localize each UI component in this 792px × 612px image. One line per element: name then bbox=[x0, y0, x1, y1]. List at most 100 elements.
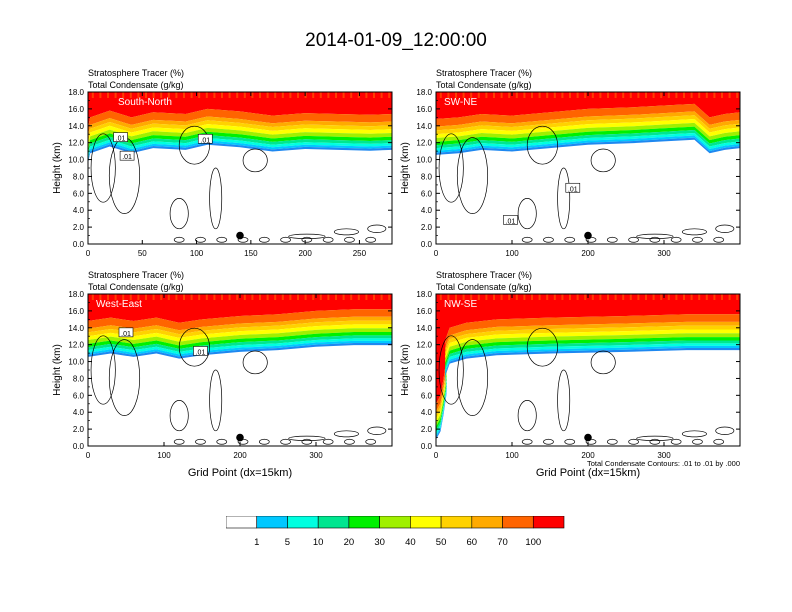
contour-label: .01 bbox=[200, 137, 210, 144]
tracer-band bbox=[436, 340, 740, 433]
contour-line bbox=[649, 438, 661, 445]
contour-line bbox=[209, 369, 223, 432]
tracer-streak bbox=[221, 294, 223, 300]
location-marker bbox=[584, 231, 592, 240]
tracer-streak bbox=[447, 92, 450, 98]
tracer-streak bbox=[591, 92, 594, 98]
y-tick-label: 0.0 bbox=[73, 240, 85, 249]
tracer-streak bbox=[561, 92, 564, 98]
tracer-streak bbox=[183, 92, 185, 98]
tracer-streak bbox=[515, 294, 518, 300]
colorbar-swatch bbox=[348, 516, 380, 529]
contour-line bbox=[333, 430, 359, 438]
tracer-fill-100 bbox=[436, 92, 740, 120]
tracer-streak bbox=[614, 92, 617, 98]
tracer-streak bbox=[569, 92, 571, 98]
tracer-streak bbox=[690, 92, 693, 98]
tracer-streak bbox=[561, 294, 564, 300]
panel-header-line: Total Condensate (g/kg) bbox=[88, 282, 184, 292]
tracer-streak bbox=[274, 92, 277, 98]
tracer-streak bbox=[160, 294, 163, 300]
tracer-band bbox=[436, 343, 740, 436]
tracer-streak bbox=[531, 294, 533, 300]
tracer-streak bbox=[175, 92, 178, 98]
tracer-streak bbox=[728, 294, 731, 300]
colorbar-label: 5 bbox=[285, 537, 290, 548]
tracer-streak bbox=[129, 92, 132, 98]
tracer-streak bbox=[508, 92, 511, 98]
y-tick-label: 10.0 bbox=[68, 358, 84, 367]
colorbar-swatch bbox=[440, 516, 473, 529]
contour-line bbox=[590, 148, 616, 173]
x-tick-label: 100 bbox=[190, 249, 204, 258]
tracer-streak bbox=[607, 294, 609, 300]
tracer-streak bbox=[462, 92, 465, 98]
y-tick-label: 8.0 bbox=[421, 172, 433, 181]
contour-label: .01 bbox=[121, 331, 131, 338]
y-tick-label: 12.0 bbox=[416, 341, 432, 350]
y-tick-label: 14.0 bbox=[68, 324, 84, 333]
tracer-streak bbox=[683, 92, 685, 98]
tracer-streak bbox=[342, 294, 345, 300]
tracer-band bbox=[88, 131, 392, 154]
tracer-band bbox=[436, 325, 740, 419]
contour-line bbox=[713, 438, 725, 445]
tracer-streak bbox=[736, 294, 739, 300]
contour-label-box bbox=[503, 215, 518, 225]
contour-label-box bbox=[118, 327, 134, 338]
tracer-band bbox=[436, 329, 740, 423]
x-tick-label: 0 bbox=[86, 451, 91, 460]
tracer-streak bbox=[145, 92, 147, 98]
contour-line bbox=[365, 236, 377, 243]
location-marker bbox=[236, 433, 244, 442]
tracer-streak bbox=[236, 294, 239, 300]
y-tick-label: 18.0 bbox=[416, 290, 432, 299]
tracer-streak bbox=[259, 294, 261, 300]
condensate-contours bbox=[90, 125, 387, 243]
contour-line bbox=[606, 438, 618, 445]
tracer-band bbox=[88, 120, 392, 143]
tracer-streak bbox=[637, 294, 640, 300]
tracer-streak bbox=[198, 294, 201, 300]
contour-line bbox=[438, 335, 464, 405]
tracer-band bbox=[436, 126, 740, 146]
colorbar-swatch bbox=[256, 516, 288, 529]
y-tick-label: 18.0 bbox=[68, 88, 84, 97]
tracer-streak bbox=[675, 294, 678, 300]
tracer-streak bbox=[160, 92, 163, 98]
contour-line bbox=[344, 438, 355, 445]
x-tick-label: 100 bbox=[157, 451, 171, 460]
tracer-streak bbox=[205, 92, 208, 98]
tracer-streak bbox=[167, 294, 170, 300]
tracer-streak bbox=[190, 92, 193, 98]
colorbar-label: 10 bbox=[313, 537, 324, 548]
tracer-streak bbox=[129, 294, 132, 300]
tracer-streak bbox=[122, 92, 125, 98]
tracer-streak bbox=[274, 294, 277, 300]
tracer-streak bbox=[470, 92, 473, 98]
condensate-contours bbox=[438, 125, 735, 243]
tracer-streak bbox=[152, 92, 155, 98]
colorbar-swatch bbox=[471, 516, 503, 529]
contour-line bbox=[590, 350, 616, 375]
tracer-fill-100 bbox=[88, 92, 392, 128]
tracer-streak bbox=[523, 294, 526, 300]
tracer-streak bbox=[705, 92, 708, 98]
x-axis-label: Grid Point (dx=15km) bbox=[188, 467, 292, 479]
tracer-streak bbox=[455, 92, 457, 98]
tracer-streak bbox=[289, 92, 292, 98]
tracer-streak bbox=[221, 92, 223, 98]
tracer-band bbox=[436, 111, 740, 131]
tracer-streak bbox=[667, 92, 670, 98]
tracer-band bbox=[436, 115, 740, 135]
contour-line bbox=[288, 233, 326, 240]
x-tick-label: 50 bbox=[138, 249, 147, 258]
y-tick-label: 12.0 bbox=[416, 139, 432, 148]
contour-line bbox=[543, 236, 554, 243]
y-tick-label: 0.0 bbox=[421, 240, 433, 249]
cross-section-label: SW-NE bbox=[444, 97, 477, 108]
contour-line bbox=[670, 236, 682, 243]
tracer-band bbox=[88, 338, 392, 355]
colorbar-swatch bbox=[317, 516, 350, 529]
tracer-streak bbox=[493, 294, 495, 300]
